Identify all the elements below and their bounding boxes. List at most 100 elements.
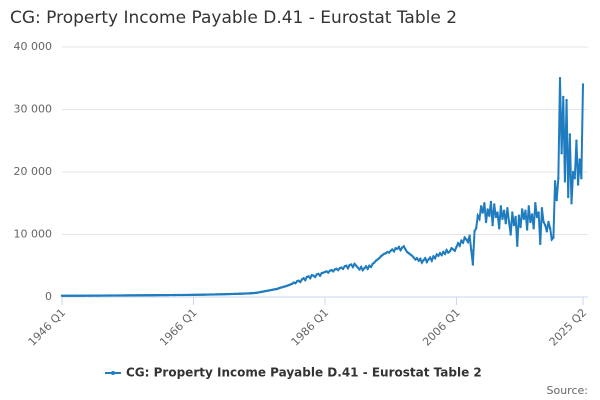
data-point [336, 268, 340, 272]
data-point [565, 98, 568, 102]
data-point [543, 223, 547, 227]
data-point [504, 222, 507, 225]
data-point [387, 251, 391, 254]
data-point [376, 258, 379, 261]
data-point [364, 265, 368, 268]
legend-dot [111, 371, 115, 375]
data-point [516, 244, 519, 247]
data-point [558, 77, 562, 80]
data-point [427, 258, 430, 261]
data-point [455, 245, 458, 249]
data-point [341, 267, 345, 271]
data-point [555, 198, 558, 202]
data-point [317, 272, 320, 276]
data-point [330, 268, 333, 272]
data-point [535, 215, 539, 219]
data-point [570, 202, 573, 205]
data-point [373, 261, 376, 264]
data-point [580, 177, 583, 180]
data-point [428, 256, 432, 259]
data-point [294, 282, 297, 285]
x-tick-label: 2025 Q2 [547, 306, 590, 349]
data-point [392, 250, 396, 253]
data-point [519, 225, 522, 229]
data-point [468, 234, 471, 237]
data-point [502, 209, 506, 212]
data-point [350, 263, 353, 266]
legend-label: CG: Property Income Payable D.41 - Euros… [126, 366, 482, 380]
data-point [405, 250, 409, 254]
data-point [414, 258, 417, 261]
data-point [302, 277, 305, 280]
y-tick-label: 40 000 [14, 40, 53, 53]
data-point [410, 254, 414, 257]
data-point [299, 280, 302, 284]
data-point [517, 214, 521, 217]
data-point [354, 264, 358, 267]
data-point [532, 227, 535, 230]
data-point [447, 251, 450, 254]
data-point [381, 253, 384, 257]
data-point [575, 139, 578, 142]
data-point [327, 271, 330, 274]
data-point [307, 275, 310, 278]
data-point [351, 265, 355, 269]
data-point [550, 238, 553, 241]
data-point [313, 275, 317, 279]
chart-title: CG: Property Income Payable D.41 - Euros… [10, 8, 457, 28]
data-point [440, 253, 443, 257]
data-point [562, 95, 565, 99]
data-point [456, 242, 460, 245]
y-tick-label: 0 [45, 290, 52, 303]
data-point [478, 217, 481, 221]
data-point [453, 249, 457, 252]
x-tick-label: 1986 Q1 [289, 306, 332, 349]
data-point [473, 230, 476, 233]
data-point [493, 203, 496, 206]
data-point [530, 213, 534, 216]
data-point [545, 230, 549, 233]
data-point [539, 242, 542, 246]
data-point [401, 246, 404, 249]
data-point [75, 294, 78, 297]
y-tick-label: 20 000 [14, 165, 53, 178]
data-point [529, 220, 532, 224]
data-point [522, 217, 526, 221]
data-point [424, 257, 427, 260]
data-point [445, 248, 448, 252]
data-point [576, 183, 580, 186]
data-point [417, 259, 420, 262]
data-point [509, 233, 512, 236]
data-point [560, 152, 563, 155]
data-point [540, 207, 544, 210]
data-point [479, 205, 483, 208]
data-point [415, 257, 419, 260]
data-point [507, 220, 511, 224]
data-point [491, 223, 494, 227]
data-point [435, 253, 438, 256]
data-point [568, 133, 572, 136]
data-point [563, 180, 567, 183]
data-point [422, 258, 425, 262]
data-point [290, 282, 294, 286]
data-point [396, 247, 399, 251]
data-point [389, 249, 392, 252]
data-point [358, 268, 361, 271]
data-point [404, 248, 407, 251]
data-point [384, 252, 387, 255]
data-point [345, 264, 348, 267]
data-point [460, 239, 463, 242]
data-point [499, 205, 503, 208]
data-point [542, 220, 545, 224]
data-point [340, 266, 343, 269]
data-line [61, 78, 584, 297]
data-point [190, 293, 194, 297]
data-point [481, 211, 484, 214]
data-point [484, 220, 488, 224]
data-point [547, 220, 550, 224]
data-point [65, 294, 69, 297]
data-point [512, 223, 516, 227]
data-point [368, 264, 371, 267]
data-point [325, 270, 328, 273]
